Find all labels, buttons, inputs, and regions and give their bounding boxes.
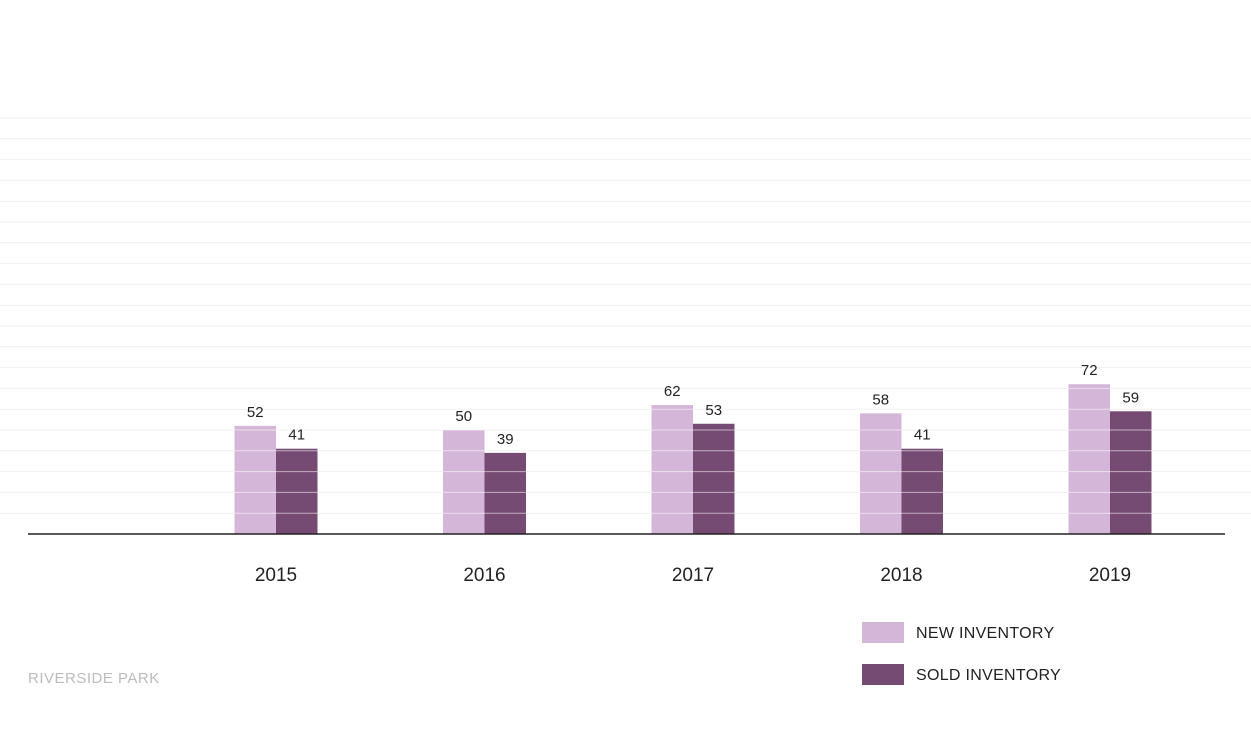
bar-sold-2018 xyxy=(901,448,943,534)
grid-lines xyxy=(0,117,1251,514)
value-labels: 52 41 50 39 62 53 58 41 72 59 xyxy=(247,362,1139,448)
value-label-new-2016: 50 xyxy=(455,408,472,425)
x-tick-label-2017: 2017 xyxy=(672,565,714,586)
bar-sold-2017 xyxy=(693,423,735,534)
value-label-new-2017: 62 xyxy=(664,383,681,400)
bar-new-2017 xyxy=(651,405,693,534)
footer-label: RIVERSIDE PARK xyxy=(28,670,160,687)
legend-label-sold: SOLD INVENTORY xyxy=(916,667,1061,684)
value-label-new-2015: 52 xyxy=(247,404,264,421)
legend-swatch-sold xyxy=(862,664,904,685)
bars xyxy=(234,384,1152,534)
value-label-sold-2017: 53 xyxy=(705,402,722,419)
x-tick-label-2018: 2018 xyxy=(880,565,922,586)
value-label-sold-2016: 39 xyxy=(497,431,514,448)
value-label-sold-2015: 41 xyxy=(288,427,305,444)
bar-new-2019 xyxy=(1068,384,1110,534)
value-label-new-2018: 58 xyxy=(872,391,889,408)
bar-new-2018 xyxy=(860,413,902,534)
legend-swatch-new xyxy=(862,622,904,643)
legend: NEW INVENTORY SOLD INVENTORY xyxy=(862,622,1061,685)
value-label-sold-2018: 41 xyxy=(914,427,931,444)
bar-new-2016 xyxy=(443,430,485,534)
value-label-new-2019: 72 xyxy=(1081,362,1098,379)
x-tick-label-2016: 2016 xyxy=(463,565,505,586)
bar-new-2015 xyxy=(234,425,276,534)
x-tick-label-2019: 2019 xyxy=(1089,565,1131,586)
value-label-sold-2019: 59 xyxy=(1122,389,1139,406)
bar-sold-2015 xyxy=(276,448,318,534)
x-tick-label-2015: 2015 xyxy=(255,565,297,586)
x-axis-ticks: 2015 2016 2017 2018 2019 xyxy=(255,565,1131,586)
bar-sold-2016 xyxy=(484,452,526,534)
legend-label-new: NEW INVENTORY xyxy=(916,625,1054,642)
